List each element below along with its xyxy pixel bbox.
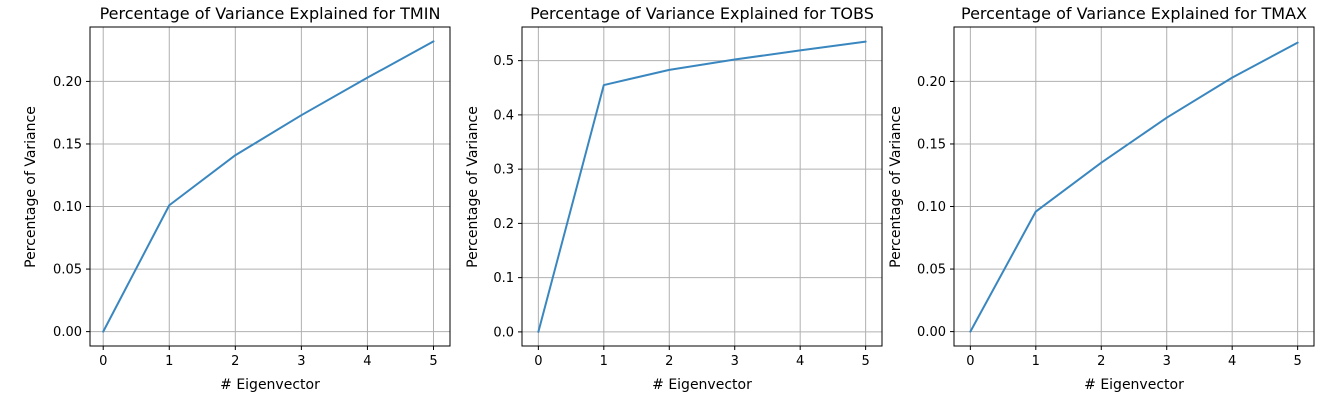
y-axis-label: Percentage of Variance (888, 106, 904, 268)
chart-title: Percentage of Variance Explained for TMA… (961, 4, 1307, 23)
y-tick-label: 0.20 (917, 75, 946, 90)
x-tick-label: 0 (534, 354, 542, 369)
y-axis-label: Percentage of Variance (465, 106, 481, 268)
x-tick-label: 5 (429, 354, 437, 369)
y-tick-label: 0.5 (493, 54, 514, 69)
series-line (969, 41, 1299, 333)
y-tick-label: 0.10 (53, 200, 82, 215)
x-axis-label: # Eigenvector (652, 377, 752, 393)
y-tick-label: 0.3 (493, 163, 514, 178)
x-tick-label: 1 (1032, 354, 1040, 369)
y-tick-label: 0.00 (53, 325, 82, 340)
x-tick-label: 1 (165, 354, 173, 369)
x-tick-label: 0 (99, 354, 107, 369)
y-tick-label: 0.05 (917, 263, 946, 278)
y-tick-label: 0.15 (917, 137, 946, 152)
plot-frame (953, 26, 1315, 347)
y-tick-label: 0.05 (53, 263, 82, 278)
subplot-tmin: Percentage of Variance Explained for TMI… (23, 4, 451, 393)
y-tick-label: 0.0 (493, 325, 514, 340)
plot-frame (89, 26, 451, 347)
chart-title: Percentage of Variance Explained for TOB… (530, 4, 874, 23)
y-tick-label: 0.2 (493, 217, 514, 232)
x-tick-label: 2 (231, 354, 239, 369)
y-tick-label: 0.1 (493, 271, 514, 286)
subplot-tmax: Percentage of Variance Explained for TMA… (888, 4, 1315, 393)
x-axis-label: # Eigenvector (220, 377, 320, 393)
x-axis-label: # Eigenvector (1084, 377, 1184, 393)
series-line (537, 40, 867, 333)
chart-title: Percentage of Variance Explained for TMI… (100, 4, 441, 23)
x-tick-label: 3 (1163, 354, 1171, 369)
y-tick-label: 0.20 (53, 75, 82, 90)
y-tick-label: 0.00 (917, 325, 946, 340)
x-tick-label: 5 (1293, 354, 1301, 369)
plot-frame (521, 26, 883, 347)
series-line (102, 40, 435, 333)
y-tick-label: 0.10 (917, 200, 946, 215)
x-tick-label: 0 (966, 354, 974, 369)
y-tick-label: 0.4 (493, 108, 514, 123)
subplot-tobs: Percentage of Variance Explained for TOB… (465, 4, 883, 393)
y-tick-label: 0.15 (53, 137, 82, 152)
y-axis-label: Percentage of Variance (23, 106, 39, 268)
x-tick-label: 1 (600, 354, 608, 369)
x-tick-label: 3 (731, 354, 739, 369)
x-tick-label: 3 (297, 354, 305, 369)
x-tick-label: 4 (1228, 354, 1236, 369)
x-tick-label: 4 (796, 354, 804, 369)
x-tick-label: 2 (665, 354, 673, 369)
x-tick-label: 2 (1097, 354, 1105, 369)
x-tick-label: 5 (861, 354, 869, 369)
x-tick-label: 4 (363, 354, 371, 369)
